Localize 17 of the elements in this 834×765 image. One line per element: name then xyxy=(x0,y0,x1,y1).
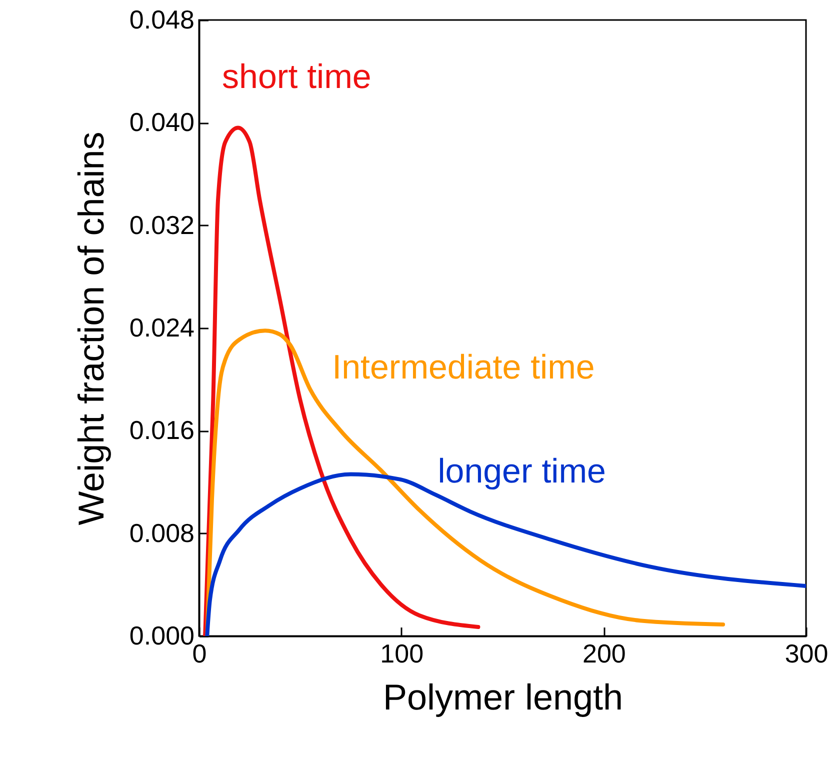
y-axis-title: Weight fraction of chains xyxy=(70,132,112,526)
y-tick-label: 0.016 xyxy=(129,415,194,446)
x-tick-label: 300 xyxy=(784,638,828,668)
y-tick-label: 0.008 xyxy=(129,518,194,548)
x-tick-label: 0 xyxy=(192,638,207,668)
series-label: short time xyxy=(222,58,372,96)
y-tick-label: 0.024 xyxy=(129,312,194,342)
x-tick-label: 200 xyxy=(582,638,626,668)
y-tick-label: 0.032 xyxy=(129,210,194,240)
series-label: longer time xyxy=(438,452,606,490)
line-series xyxy=(205,328,726,636)
x-axis-title: Polymer length xyxy=(382,676,624,718)
y-tick-label: 0.000 xyxy=(129,620,194,650)
y-tick-label: 0.040 xyxy=(129,107,194,138)
series-label: Intermediate time xyxy=(332,348,595,387)
y-tick-label: 0.048 xyxy=(129,4,194,34)
x-tick-label: 100 xyxy=(380,638,424,668)
